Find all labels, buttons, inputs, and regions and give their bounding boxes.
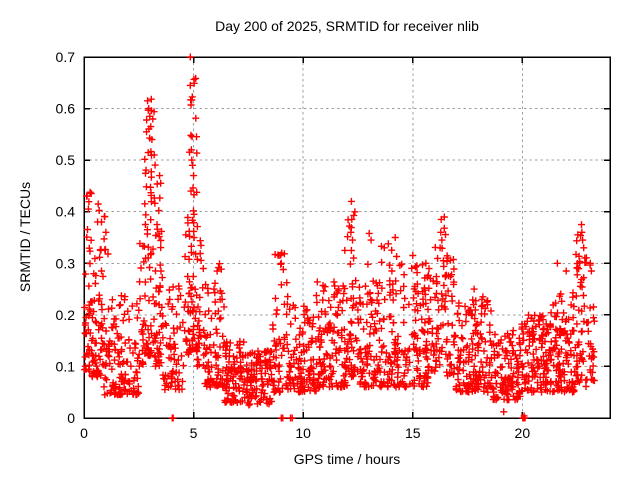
y-axis-label: SRMTID / TECUs	[17, 182, 33, 292]
y-tick-label: 0	[67, 410, 75, 426]
y-tick-labels: 0 0.1 0.2 0.3 0.4 0.5 0.6 0.7	[56, 49, 76, 426]
y-tick-label: 0.4	[56, 204, 76, 220]
y-tick-label: 0.2	[56, 307, 76, 323]
x-tick-labels: 0 5 10 15 20	[80, 425, 530, 441]
y-tick-label: 0.1	[56, 358, 76, 374]
y-tick-label: 0.3	[56, 255, 76, 271]
chart-title: Day 200 of 2025, SRMTID for receiver nli…	[215, 18, 479, 34]
data-points-group	[81, 53, 598, 422]
x-axis-label: GPS time / hours	[294, 451, 401, 467]
x-tick-label: 0	[80, 425, 88, 441]
data-points	[81, 53, 598, 422]
y-tick-label: 0.7	[56, 49, 76, 65]
x-tick-label: 20	[515, 425, 531, 441]
x-tick-label: 10	[295, 425, 311, 441]
y-tick-label: 0.6	[56, 101, 76, 117]
x-tick-label: 5	[190, 425, 198, 441]
y-tick-label: 0.5	[56, 152, 76, 168]
x-tick-label: 15	[405, 425, 421, 441]
